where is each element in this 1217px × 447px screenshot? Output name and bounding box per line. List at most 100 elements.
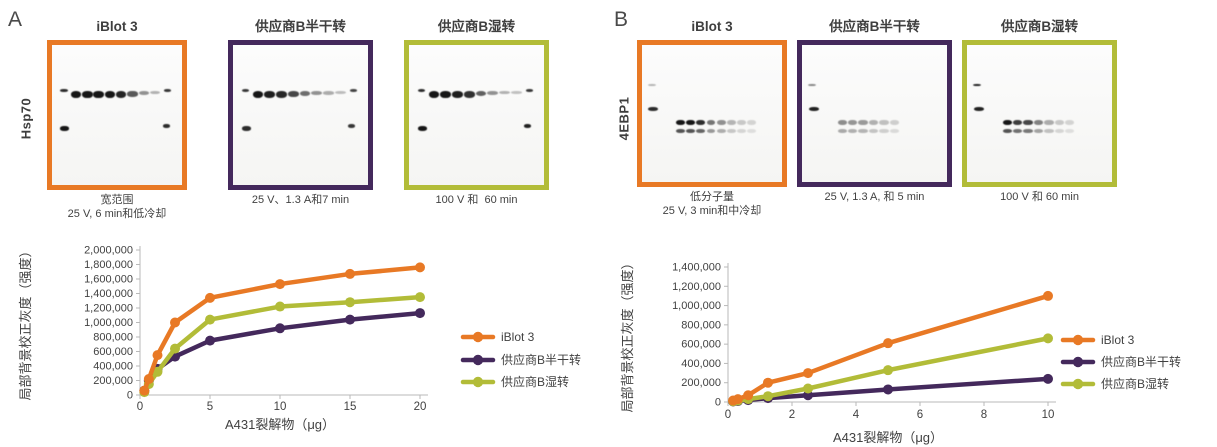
blot-band xyxy=(1023,129,1033,134)
x-tick-label: 15 xyxy=(344,401,357,413)
blot-band xyxy=(736,119,746,125)
y-tick-label: 200,000 xyxy=(93,375,133,387)
blot-band xyxy=(475,91,487,97)
blot-band xyxy=(706,119,716,125)
blot-band xyxy=(1044,119,1054,125)
blot-band xyxy=(311,91,323,96)
blot-band xyxy=(417,89,426,93)
blot-band xyxy=(1054,119,1064,125)
blot-band xyxy=(1012,129,1023,134)
y-tick-label: 1,200,000 xyxy=(84,303,133,315)
blot-band xyxy=(746,129,756,134)
blot-image-4ebp1-iblot3 xyxy=(637,40,787,187)
blot-group-a-vendorb-semidry: 供应商B半干转 25 V、1.3 A和7 min xyxy=(228,14,373,208)
data-point xyxy=(152,366,163,377)
y-tick-label: 1,200,000 xyxy=(672,281,721,293)
legend-marker xyxy=(1072,356,1084,368)
blot-title: iBlot 3 xyxy=(691,19,733,34)
blot-band xyxy=(1065,129,1075,134)
blot-title: 供应商B半干转 xyxy=(255,19,346,34)
blot-band xyxy=(706,129,716,134)
blot-image-hsp70-wet xyxy=(404,40,549,190)
blot-band xyxy=(1023,119,1033,125)
x-tick-label: 10 xyxy=(1042,409,1055,421)
blot-caption: 25 V、1.3 A和7 min xyxy=(251,194,350,206)
data-point xyxy=(205,335,215,346)
x-tick-label: 10 xyxy=(274,401,287,413)
data-point xyxy=(415,308,425,319)
y-tick-label: 600,000 xyxy=(93,346,133,358)
y-tick-label: 0 xyxy=(715,397,721,409)
blot-title: 供应商B半干转 xyxy=(829,19,920,34)
blot-band xyxy=(1054,129,1064,134)
blot-band xyxy=(973,107,984,112)
blot-band xyxy=(1002,119,1012,125)
data-point xyxy=(1043,290,1053,301)
legend-marker xyxy=(472,331,484,343)
data-point xyxy=(803,383,813,394)
data-point xyxy=(345,314,355,325)
blot-band xyxy=(104,91,116,99)
x-tick-label: 4 xyxy=(853,409,860,421)
legend-item: 供应商B半干转 xyxy=(460,352,581,367)
legend-marker xyxy=(1072,334,1084,346)
blot-band xyxy=(647,84,656,87)
data-point xyxy=(345,297,355,308)
blot-band xyxy=(686,129,696,134)
y-tick-label: 0 xyxy=(127,390,133,402)
protein-label-4ebp1: 4EBP1 xyxy=(616,96,632,140)
x-tick-label: 0 xyxy=(137,401,143,413)
blot-band xyxy=(837,129,847,134)
data-point xyxy=(345,268,355,279)
blot-band xyxy=(163,124,170,128)
blot-band xyxy=(150,91,161,95)
blot-band xyxy=(241,126,251,131)
blot-band xyxy=(241,89,250,93)
blot-band xyxy=(686,119,696,125)
blot-band xyxy=(323,91,334,95)
data-point xyxy=(803,368,813,379)
blot-band xyxy=(676,129,686,134)
blot-band xyxy=(736,129,746,134)
data-point xyxy=(883,338,893,349)
legend-item: 供应商B湿转 xyxy=(1060,376,1169,391)
blot-band xyxy=(868,119,879,125)
blot-band xyxy=(1002,129,1012,134)
data-point xyxy=(1043,373,1053,384)
data-point xyxy=(883,365,893,376)
blot-band xyxy=(138,91,150,96)
blot-band xyxy=(264,91,276,98)
x-tick-label: 2 xyxy=(789,409,795,421)
blot-band xyxy=(889,119,899,125)
blot-title: iBlot 3 xyxy=(96,19,138,34)
data-point xyxy=(415,292,425,303)
legend-marker xyxy=(1072,378,1084,390)
data-point xyxy=(205,292,215,303)
blot-band xyxy=(807,84,817,87)
blot-group-b-iblot3: iBlot 3 低分子量 25 V, 3 min和中冷却 xyxy=(637,14,787,218)
y-tick-label: 800,000 xyxy=(93,332,133,344)
blot-band xyxy=(417,126,427,131)
blot-band xyxy=(676,119,686,125)
blot-band xyxy=(716,129,726,134)
data-point xyxy=(732,394,743,405)
legend-item: iBlot 3 xyxy=(1060,333,1135,347)
blot-band xyxy=(127,91,138,97)
blot-band xyxy=(716,119,726,125)
x-tick-label: 0 xyxy=(725,409,731,421)
data-point xyxy=(415,262,425,273)
legend-item: iBlot 3 xyxy=(460,330,535,344)
blot-band xyxy=(334,91,346,95)
blot-band xyxy=(499,91,510,95)
data-point xyxy=(143,374,154,385)
panel-letter-A: A xyxy=(8,8,23,31)
x-tick-label: 8 xyxy=(981,409,987,421)
blot-band xyxy=(1033,119,1044,125)
blot-group-b-vendorb-wet: 供应商B湿转 100 V 和 60 min xyxy=(962,14,1117,205)
blot-band xyxy=(726,119,736,125)
legend-item: 供应商B半干转 xyxy=(1060,354,1181,369)
blot-band xyxy=(287,91,299,97)
x-tick-label: 20 xyxy=(414,401,427,413)
data-point xyxy=(205,314,215,325)
